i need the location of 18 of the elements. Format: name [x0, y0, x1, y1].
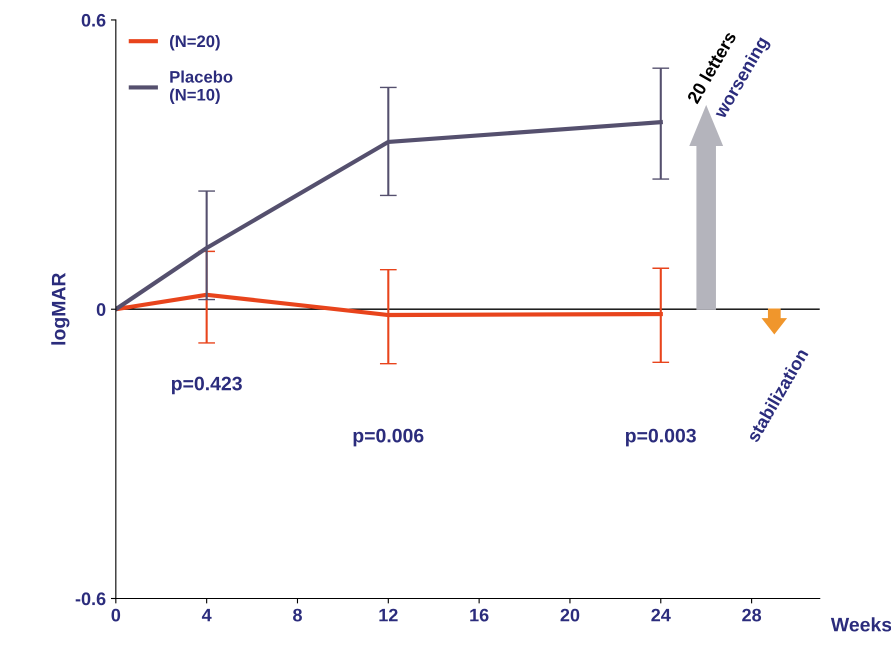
- x-tick-label: 12: [379, 608, 398, 622]
- x-tick-label: 20: [560, 608, 580, 622]
- x-tick-label: 24: [651, 608, 671, 622]
- legend-label: Placebo (N=10): [170, 70, 232, 104]
- x-axis-title: Weeks: [830, 617, 891, 632]
- x-tick-label: 16: [470, 608, 489, 622]
- y-tick-label: 0.6: [82, 14, 106, 27]
- x-tick-label: 8: [293, 608, 302, 622]
- legend-label: (N=20): [170, 34, 220, 50]
- annotation: p=0.003: [626, 428, 696, 446]
- x-tick-label: 4: [202, 608, 212, 622]
- annotation: p=0.006: [354, 428, 424, 446]
- y-tick-label: 0: [96, 303, 106, 316]
- annotation: p=0.423: [172, 376, 242, 394]
- y-tick-label: -0.6: [76, 592, 106, 606]
- x-tick-label: 0: [112, 608, 120, 622]
- x-tick-label: 28: [742, 608, 762, 622]
- y-axis-title: logMAR: [51, 272, 70, 345]
